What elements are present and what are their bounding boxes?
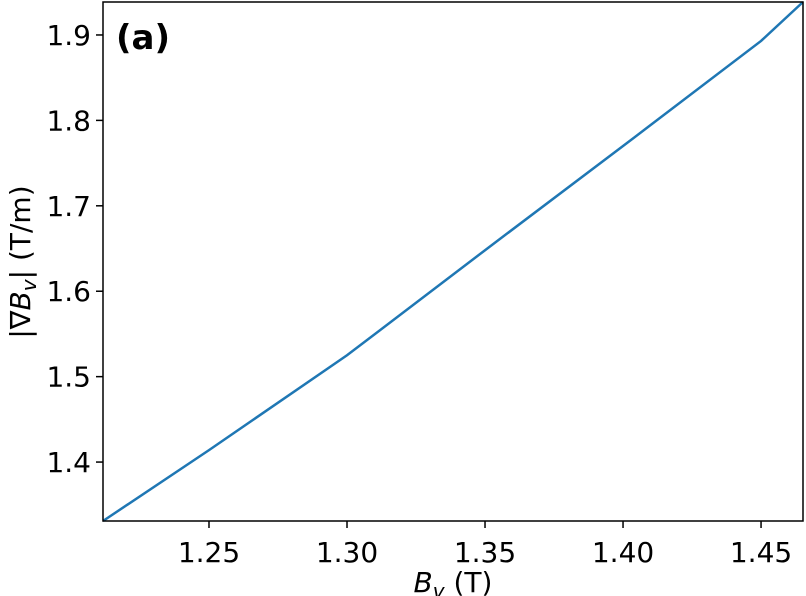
- x-tick-label: 1.40: [592, 536, 654, 569]
- y-tick-label: 1.7: [46, 190, 91, 223]
- x-axis-label: Bv (T): [414, 566, 493, 596]
- x-tick-label: 1.35: [454, 536, 516, 569]
- y-tick-label: 1.8: [46, 104, 91, 137]
- x-tick-label: 1.25: [178, 536, 240, 569]
- y-tick-label: 1.6: [46, 275, 91, 308]
- x-tick-label: 1.45: [730, 536, 792, 569]
- y-tick-label: 1.5: [46, 361, 91, 394]
- line: [102, 1, 804, 523]
- y-tick-label: 1.9: [46, 19, 91, 52]
- x-tick-label: 1.30: [316, 536, 378, 569]
- y-tick-label: 1.4: [46, 446, 91, 479]
- plot-frame: [102, 1, 804, 522]
- y-axis-label: |∇Bv| (T/m): [4, 185, 41, 338]
- panel-label: (a): [116, 18, 170, 58]
